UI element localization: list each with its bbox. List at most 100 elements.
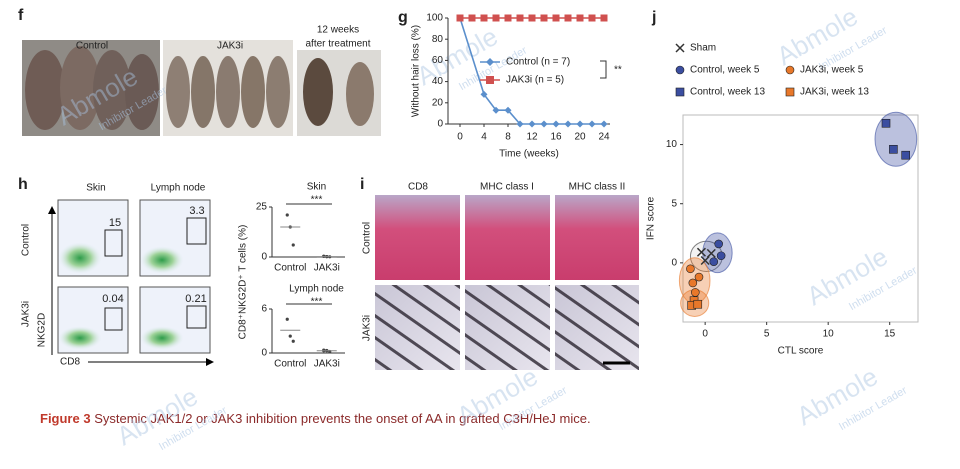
gate-value: 15 <box>109 217 121 229</box>
marker <box>528 14 536 22</box>
axis-label: NKG2D <box>37 313 48 347</box>
x-tick-label: 15 <box>884 329 896 340</box>
marker <box>889 145 898 154</box>
x-tick-label: JAK3i <box>314 359 340 370</box>
group-label: Control <box>76 41 108 52</box>
arrow-head <box>206 358 214 366</box>
marker <box>901 150 910 160</box>
watermark: Abmole <box>771 1 862 71</box>
chart-title: Skin <box>307 182 326 193</box>
mouse <box>125 54 159 130</box>
y-tick-label: 20 <box>432 97 444 108</box>
mouse <box>216 56 240 128</box>
legend-marker <box>675 43 685 53</box>
flow-density <box>140 326 184 350</box>
data-point <box>285 213 289 217</box>
hair-shafts <box>375 285 460 370</box>
group-label: after treatment <box>305 39 370 50</box>
x-tick-label: 5 <box>764 329 770 340</box>
marker <box>552 120 560 128</box>
marker <box>504 14 512 22</box>
row-label: Control <box>21 224 32 256</box>
marker <box>714 239 723 249</box>
x-tick-label: Control <box>274 263 306 274</box>
caption-label: Figure 3 <box>40 411 91 426</box>
x-tick-label: 20 <box>574 132 586 143</box>
group-ellipse <box>874 111 918 167</box>
column-label: MHC class II <box>569 182 626 193</box>
gate <box>186 217 207 245</box>
mouse <box>346 62 374 126</box>
marker <box>688 278 698 288</box>
panel-letter: g <box>398 9 408 26</box>
legend-marker <box>675 87 685 97</box>
legend-label: Control (n = 7) <box>506 57 570 68</box>
legend-label: JAK3i, week 5 <box>800 65 864 76</box>
data-point <box>291 339 295 343</box>
mouse <box>93 50 131 130</box>
watermark: Abmole <box>801 241 892 311</box>
gate-value: 0.04 <box>102 293 123 305</box>
x-tick-label: 12 <box>526 132 538 143</box>
mouse <box>303 58 333 126</box>
legend-label: JAK3i (n = 5) <box>506 75 564 86</box>
histology-image <box>465 195 550 280</box>
marker <box>552 14 560 22</box>
y-axis-label: IFN score <box>646 196 657 240</box>
layout <box>22 40 639 370</box>
legend-marker <box>486 76 494 84</box>
gate-value: 0.21 <box>185 293 206 305</box>
column-label: Lymph node <box>151 183 206 194</box>
group-label: JAK3i <box>217 41 243 52</box>
caption: Figure 3 Systemic JAK1/2 or JAK3 inhibit… <box>40 411 591 426</box>
marker <box>540 120 548 128</box>
hair-shafts <box>555 285 639 370</box>
legend-marker <box>486 58 494 66</box>
x-tick-label: 10 <box>823 329 835 340</box>
x-tick-label: JAK3i <box>314 263 340 274</box>
watermark: Abmole <box>791 361 882 431</box>
significance: *** <box>311 195 323 206</box>
x-tick-label: 16 <box>550 132 562 143</box>
marker <box>468 14 476 22</box>
y-tick-label: 5 <box>671 198 677 209</box>
y-tick-label: 10 <box>666 139 678 150</box>
gate-value: 3.3 <box>189 205 204 217</box>
significance: *** <box>311 297 323 308</box>
group-label: 12 weeks <box>317 25 359 36</box>
marker <box>694 272 704 282</box>
axis-label: CD8 <box>60 357 80 368</box>
significance: ** <box>614 65 622 76</box>
marker <box>480 90 488 98</box>
gate <box>104 229 123 257</box>
panel-letter: j <box>651 9 656 26</box>
x-axis-label: CTL score <box>778 346 824 357</box>
flow-density <box>140 246 184 274</box>
legend-marker <box>785 65 795 75</box>
marker <box>492 14 500 22</box>
chart-title: Lymph node <box>289 284 344 295</box>
y-tick-label: 40 <box>432 76 444 87</box>
mouse <box>241 56 265 128</box>
legend-label: Control, week 5 <box>690 65 760 76</box>
hair-shafts <box>465 285 550 370</box>
mouse <box>60 46 100 130</box>
x-tick-label: 8 <box>505 132 511 143</box>
arrow-head <box>48 206 56 214</box>
marker <box>576 120 584 128</box>
y-tick-label: 0 <box>671 257 677 268</box>
y-tick-label: 100 <box>426 13 443 24</box>
marker <box>528 120 536 128</box>
mouse <box>266 56 290 128</box>
significance-bracket <box>600 60 607 79</box>
marker <box>881 118 891 128</box>
marker <box>716 251 726 261</box>
marker <box>564 14 572 22</box>
marker <box>576 14 584 22</box>
data-point <box>291 243 295 247</box>
column-label: CD8 <box>408 182 428 193</box>
axis-label: CD8⁺NKG2D⁺ T cells (%) <box>238 225 249 340</box>
marker <box>492 106 500 114</box>
marker <box>600 120 608 128</box>
